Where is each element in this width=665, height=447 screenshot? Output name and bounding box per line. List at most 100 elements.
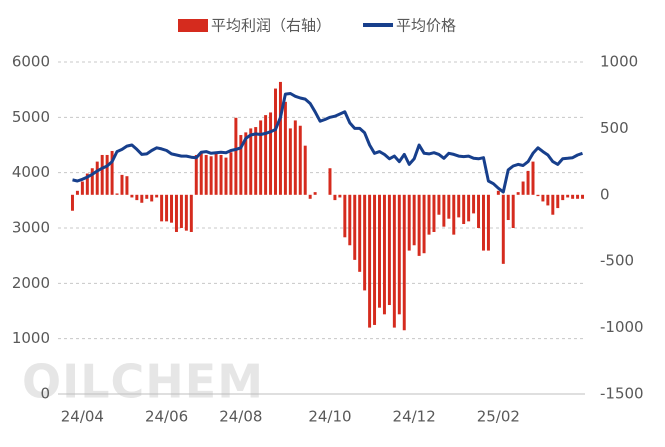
bar xyxy=(135,194,139,201)
y2-tick-label: 1000 xyxy=(600,53,638,71)
bar xyxy=(130,194,134,198)
x-tick-label: 24/12 xyxy=(393,408,436,426)
y2-tick-label: 500 xyxy=(600,119,629,137)
bar xyxy=(110,150,114,195)
x-tick-label: 24/06 xyxy=(145,408,188,426)
bar xyxy=(189,194,193,232)
bar xyxy=(427,194,431,235)
bar xyxy=(313,192,317,195)
y2-tick-label: -1500 xyxy=(600,385,644,403)
y2-tick-label: -1000 xyxy=(600,318,644,336)
bar xyxy=(244,132,248,195)
bar xyxy=(447,194,451,219)
bar xyxy=(338,194,342,198)
watermark: OILCHEM xyxy=(22,355,264,409)
bar xyxy=(407,194,411,251)
bar xyxy=(353,194,357,260)
legend-label: 平均利润（右轴） xyxy=(211,17,331,35)
bar xyxy=(397,194,401,315)
bar xyxy=(204,154,208,195)
x-tick-label: 24/08 xyxy=(219,408,262,426)
y-tick-label: 5000 xyxy=(12,108,50,126)
bar xyxy=(546,194,550,206)
x-tick-label: 25/02 xyxy=(477,408,520,426)
bar xyxy=(170,194,173,223)
y-tick-label: 2000 xyxy=(12,274,50,292)
bar xyxy=(165,194,169,222)
bar xyxy=(194,154,198,195)
bar xyxy=(348,194,352,246)
bar xyxy=(199,152,203,195)
bar xyxy=(521,181,525,195)
bar xyxy=(457,194,461,218)
bar xyxy=(219,154,223,195)
bar xyxy=(482,194,485,251)
bar xyxy=(303,145,307,195)
bar xyxy=(467,194,471,222)
bar xyxy=(234,117,238,195)
bar xyxy=(556,194,560,209)
bar xyxy=(85,173,89,195)
bar xyxy=(274,88,277,195)
bar xyxy=(155,194,159,198)
bar xyxy=(531,161,535,195)
bar xyxy=(145,194,149,199)
bar xyxy=(373,194,377,325)
bar xyxy=(333,194,337,201)
bar xyxy=(452,194,456,235)
y-tick-label: 6000 xyxy=(12,53,50,71)
bar xyxy=(179,194,183,228)
bar xyxy=(541,194,545,202)
bar xyxy=(506,194,510,221)
bar xyxy=(526,170,530,195)
bar xyxy=(432,194,436,232)
bar xyxy=(120,174,124,195)
y-tick-label: 3000 xyxy=(12,219,50,237)
bar xyxy=(581,194,585,199)
x-tick-label: 24/04 xyxy=(61,408,104,426)
bar xyxy=(214,153,218,195)
bar xyxy=(358,194,362,272)
bar xyxy=(184,194,188,231)
bar xyxy=(343,194,347,238)
bar xyxy=(382,194,386,315)
bar xyxy=(392,194,396,328)
bar xyxy=(561,194,565,201)
bar xyxy=(150,194,154,202)
bar xyxy=(70,194,74,211)
bar xyxy=(417,194,421,256)
bar xyxy=(308,194,312,199)
bar xyxy=(100,154,104,195)
bar xyxy=(209,156,213,195)
bar xyxy=(249,128,253,195)
x-tick-label: 24/10 xyxy=(308,408,351,426)
legend-label: 平均价格 xyxy=(396,17,456,35)
bar xyxy=(293,120,297,195)
bar xyxy=(239,135,243,195)
bar xyxy=(90,168,94,195)
bar xyxy=(160,194,164,222)
bar xyxy=(288,128,292,195)
bar xyxy=(283,101,287,195)
bar xyxy=(229,152,233,195)
bar xyxy=(259,120,263,195)
bar xyxy=(224,157,228,195)
bar xyxy=(75,190,79,195)
bar xyxy=(174,194,178,232)
bar xyxy=(437,194,441,215)
bar xyxy=(576,194,580,199)
bar xyxy=(571,194,575,199)
bar xyxy=(536,194,540,197)
bar xyxy=(442,194,446,227)
bar xyxy=(511,194,515,228)
bar xyxy=(496,190,500,195)
legend-swatch xyxy=(178,19,208,32)
bar xyxy=(264,115,268,195)
bar xyxy=(402,194,406,331)
bar xyxy=(472,194,476,214)
bar xyxy=(486,194,490,251)
bar xyxy=(378,194,381,308)
bar xyxy=(105,154,109,195)
y-tick-label: 0 xyxy=(40,385,50,403)
